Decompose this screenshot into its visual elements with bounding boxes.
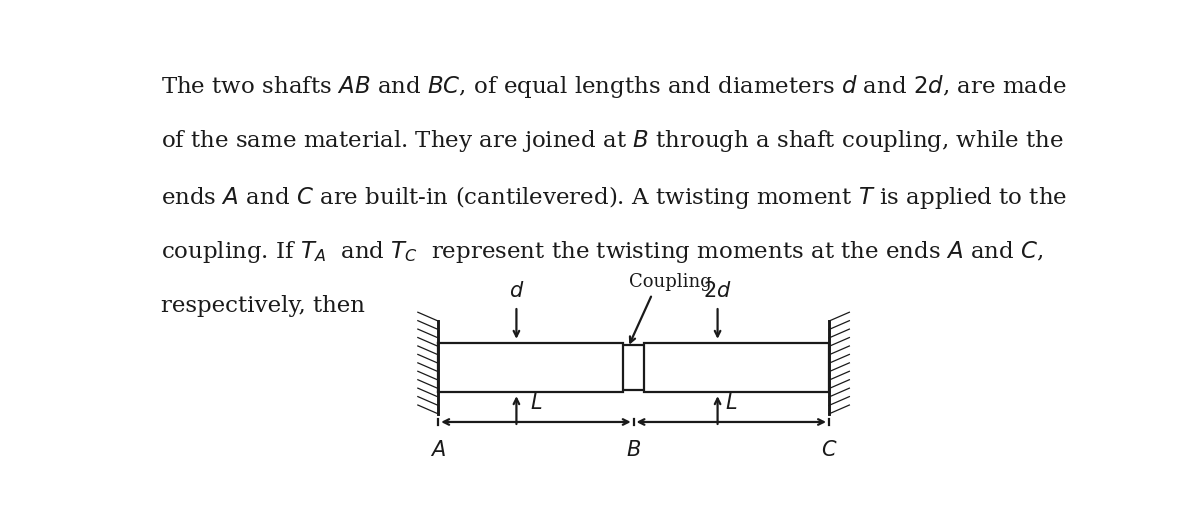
Text: coupling. If $T_A$  and $T_C$  represent the twisting moments at the ends $\math: coupling. If $T_A$ and $T_C$ represent t… <box>161 239 1044 265</box>
Text: $2d$: $2d$ <box>703 281 732 301</box>
Text: of the same material. They are joined at $\mathit{B}$ through a shaft coupling, : of the same material. They are joined at… <box>161 128 1064 154</box>
Text: $L$: $L$ <box>529 393 542 413</box>
Text: Coupling: Coupling <box>630 273 712 291</box>
Text: The two shafts $\mathit{AB}$ and $\mathit{BC}$, of equal lengths and diameters $: The two shafts $\mathit{AB}$ and $\mathi… <box>161 73 1067 100</box>
Text: $A$: $A$ <box>431 440 446 460</box>
Text: $C$: $C$ <box>821 440 838 460</box>
Text: $d$: $d$ <box>509 281 524 301</box>
Text: $B$: $B$ <box>626 440 641 460</box>
Bar <box>623 345 644 390</box>
Text: respectively, then: respectively, then <box>161 295 365 317</box>
Text: $L$: $L$ <box>725 393 738 413</box>
Text: ends $\mathit{A}$ and $\mathit{C}$ are built-in (cantilevered). A twisting momen: ends $\mathit{A}$ and $\mathit{C}$ are b… <box>161 184 1068 211</box>
